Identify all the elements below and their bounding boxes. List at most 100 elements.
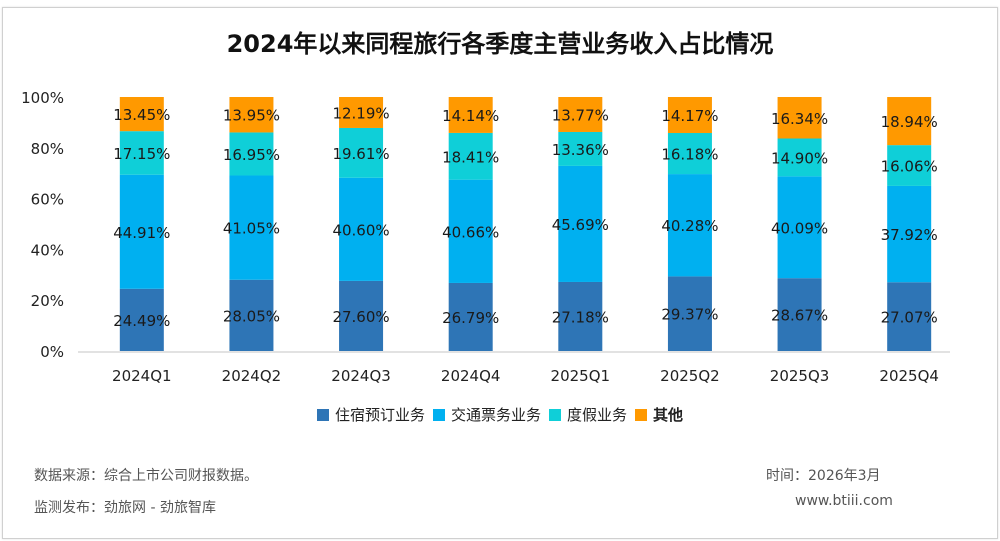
x-tick-label: 2024Q1 [112,367,172,385]
data-label: 41.05% [223,220,280,238]
legend-item: 度假业务 [549,404,627,425]
bar-segment [777,176,822,279]
bar-segment [667,97,712,133]
y-tick-label: 80% [31,140,64,158]
bar-segment [667,132,712,175]
bar-segment [558,165,603,282]
chart-title: 2024年以来同程旅行各季度主营业务收入占比情况 [226,30,774,58]
bar-segment [119,174,164,289]
bar-segment [887,97,932,146]
x-tick-label: 2024Q2 [222,367,282,385]
bar-segment [119,288,164,351]
y-tick-label: 100% [21,89,64,107]
data-label: 14.14% [442,107,499,125]
data-label: 13.36% [552,141,609,159]
data-label: 27.60% [332,308,389,326]
bar-segment [339,127,384,178]
y-tick-label: 20% [31,292,64,310]
bar-segment [229,97,274,133]
bar-segment [558,131,603,166]
data-label: 16.18% [661,146,718,164]
bars [119,97,932,351]
x-axis: 2024Q1 2024Q2 2024Q3 2024Q4 2025Q1 2025Q2 2025… [78,351,950,385]
data-label: 28.05% [223,307,280,325]
x-tick-label: 2024Q3 [331,367,391,385]
data-label: 18.41% [442,148,499,166]
bar-segment [667,174,712,277]
bar-segment [887,185,932,283]
data-label: 28.67% [771,307,828,325]
legend-label: 度假业务 [567,406,628,424]
legend-item: 住宿预订业务 [316,404,425,425]
data-label: 24.49% [113,312,170,330]
bar-segment [229,175,274,280]
data-label: 17.15% [113,145,170,163]
data-label: 13.95% [223,107,280,125]
data-label: 45.69% [552,216,609,234]
website: www.btiii.com [795,493,893,509]
data-label: 27.18% [552,308,609,326]
bar-segment [777,97,822,139]
legend-swatch [316,408,329,421]
legend-item: 交通票务业务 [432,404,541,425]
x-tick-label: 2025Q1 [551,367,611,385]
y-tick-label: 60% [31,191,64,209]
data-label: 12.19% [332,104,389,122]
data-label: 16.06% [881,158,938,176]
legend-swatch [549,408,561,421]
legend: 住宿预订业务 交通票务业务 度假业务 其他 [0,404,1000,425]
bar-segment [229,279,274,351]
legend-label: 其他 [653,406,684,424]
bar-segment [339,280,384,351]
legend-item: 其他 [635,404,683,425]
chart-frame [2,7,998,539]
data-label: 14.17% [661,107,718,125]
x-tick-label: 2025Q3 [770,367,830,385]
data-label: 16.95% [223,146,280,164]
data-label: 44.91% [113,224,170,242]
bar-segment [448,282,493,351]
bar-segment [558,281,603,351]
data-label: 14.90% [771,149,828,167]
bar-segment [119,131,164,175]
y-tick-label: 0% [40,343,64,361]
bar-segment [229,132,274,176]
data-label: 40.28% [661,217,718,235]
bar-segment [448,179,493,283]
bar-segment [887,145,932,186]
legend-label: 住宿预订业务 [334,406,425,424]
x-tick-label: 2025Q4 [879,367,939,385]
bar-segment [887,282,932,351]
bar-segment [339,97,384,128]
publish-time: 时间：2026年3月 [766,468,881,484]
data-label: 27.07% [881,309,938,327]
data-label: 16.34% [771,110,828,128]
data-label: 29.37% [661,306,718,324]
data-label: 18.94% [881,113,938,131]
y-axis: 0% 20% 40% 60% 80% 100% [21,89,64,361]
legend-swatch [432,408,445,421]
data-label: 40.60% [332,221,389,239]
data-label: 13.77% [552,106,609,124]
data-label: 40.66% [442,223,499,241]
data-label: 13.45% [113,106,170,124]
data-source: 数据来源：综合上市公司财报数据。 [34,468,258,484]
data-label: 40.09% [771,219,828,237]
bar-segment [777,278,822,351]
data-label: 19.61% [332,145,389,163]
bar-segment [558,97,603,132]
bar-segment [339,177,384,281]
bar-segment [448,132,493,180]
y-tick-label: 40% [31,241,64,259]
data-label: 37.92% [881,226,938,244]
bar-segment [777,138,822,177]
legend-label: 交通票务业务 [450,406,541,424]
publisher: 监测发布：劲旅网 - 劲旅智库 [34,500,216,516]
data-label: 26.79% [442,309,499,327]
legend-swatch [635,408,648,421]
x-tick-label: 2025Q2 [660,367,720,385]
bar-segment [119,97,164,132]
bar-segment [667,276,712,351]
bar-segment [448,97,493,133]
